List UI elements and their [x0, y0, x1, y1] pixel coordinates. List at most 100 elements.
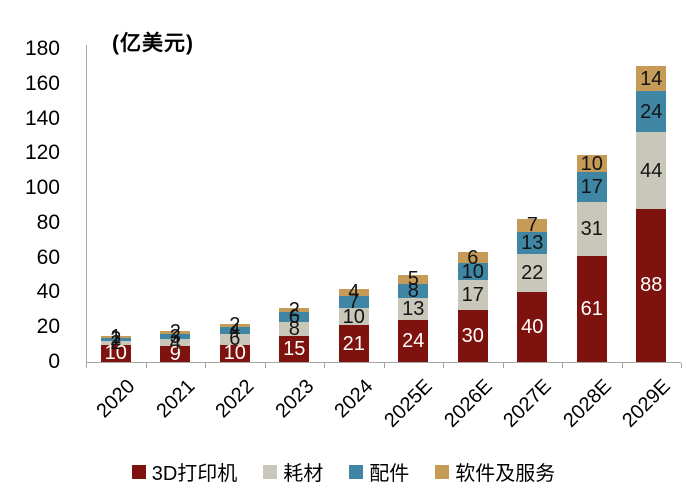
bar-segment-耗材 [517, 254, 548, 293]
bar-segment-耗材 [576, 202, 607, 256]
legend-label: 配件 [369, 463, 410, 485]
chart-unit-label: (亿美元) [112, 32, 194, 55]
bar-value-label: 14 [640, 67, 663, 90]
bar-segment-配件 [279, 311, 310, 322]
bar-segment-软件及服务 [100, 335, 131, 338]
bar-segment-软件及服务 [517, 219, 548, 232]
bar-value-label: 17 [580, 176, 603, 199]
bar-value-label: 17 [461, 284, 484, 307]
bar-segment-3D打印机 [576, 255, 607, 362]
bar-value-label: 15 [283, 337, 306, 360]
bar-segment-软件及服务 [398, 275, 429, 284]
bar-value-label: 30 [461, 324, 484, 347]
bar-segment-配件 [338, 295, 369, 309]
bar-value-label: 1 [110, 325, 122, 348]
bar-segment-软件及服务 [457, 252, 488, 263]
bar-segment-3D打印机 [398, 320, 429, 362]
y-tick-label: 80 [36, 210, 60, 234]
bar-segment-软件及服务 [219, 323, 250, 328]
y-tick-label: 120 [24, 141, 60, 165]
bar-value-label: 7 [526, 214, 538, 237]
x-tick-mark [443, 363, 444, 368]
bar-value-label: 40 [521, 316, 544, 339]
bar-value-label: 21 [342, 332, 365, 355]
bar-value-label: 61 [580, 297, 603, 320]
bar-value-label: 9 [169, 343, 181, 366]
bar-segment-耗材 [160, 339, 191, 347]
x-tick-mark [324, 363, 325, 368]
bar-value-label: 2 [110, 328, 122, 351]
x-axis-label: 2023 [271, 375, 319, 423]
x-tick-mark [205, 363, 206, 368]
bar-value-label: 8 [407, 279, 419, 302]
y-tick-label: 60 [36, 245, 60, 269]
bar-segment-配件 [576, 172, 607, 202]
x-tick-mark [383, 363, 385, 368]
bar-segment-耗材 [398, 297, 429, 321]
bar-value-label: 44 [640, 159, 663, 182]
bar-value-label: 2 [229, 314, 241, 337]
y-tick-label: 40 [36, 280, 60, 304]
bar-value-label: 2 [169, 321, 181, 344]
bar-segment-3D打印机 [457, 309, 488, 362]
bar-segment-3D打印机 [636, 208, 667, 362]
bar-segment-配件 [398, 283, 429, 298]
bar-value-label: 22 [521, 262, 544, 285]
x-tick-mark [562, 363, 563, 368]
x-axis-label: 2025E [380, 375, 438, 432]
bar-value-label: 10 [580, 152, 603, 175]
bar-segment-配件 [100, 337, 131, 342]
bar-segment-软件及服务 [636, 66, 667, 91]
bar-value-label: 7 [348, 291, 360, 313]
bar-value-label: 5 [407, 268, 419, 291]
legend-item-软件及服务: 软件及服务 [435, 457, 555, 486]
bar-value-label: 24 [402, 330, 425, 353]
x-axis-label: 2028E [559, 375, 616, 432]
x-axis-label: 2029E [618, 375, 676, 432]
bar-segment-3D打印机 [279, 335, 310, 362]
x-tick-mark [502, 363, 504, 368]
x-tick-mark [621, 363, 623, 368]
bar-segment-软件及服务 [576, 155, 607, 173]
bar-segment-配件 [636, 90, 667, 133]
y-tick-label: 20 [36, 315, 60, 339]
bar-segment-配件 [457, 262, 488, 281]
x-tick-mark [681, 363, 682, 368]
y-tick-label: 0 [48, 350, 60, 373]
y-tick-label: 160 [24, 71, 60, 95]
bar-segment-3D打印机 [100, 344, 131, 362]
x-axis-label: 2027E [499, 375, 557, 432]
y-tick-label: 180 [24, 37, 60, 60]
x-axis-label: 2024 [330, 375, 378, 423]
bar-value-label: 6 [288, 305, 300, 328]
bar-value-label: 10 [342, 305, 365, 328]
bar-value-label: 4 [229, 319, 241, 342]
legend-swatch [131, 464, 146, 479]
x-axis-line [86, 362, 681, 363]
bar-segment-耗材 [279, 322, 310, 336]
bar-segment-耗材 [100, 341, 131, 345]
legend-item-耗材: 耗材 [263, 457, 323, 486]
bar-segment-耗材 [636, 132, 667, 209]
legend-item-3D打印机: 3D打印机 [131, 457, 237, 486]
bar-value-label: 88 [640, 274, 663, 297]
bar-segment-3D打印机 [160, 346, 191, 362]
bar-value-label: 13 [521, 231, 544, 254]
y-tick-label: 100 [24, 176, 60, 200]
legend-item-配件: 配件 [349, 457, 409, 486]
legend: 3D打印机 耗材 配件 软件及服务 [0, 457, 687, 486]
x-tick-mark [145, 363, 147, 368]
bar-value-label: 24 [640, 100, 663, 123]
x-axis-label: 2026E [440, 375, 497, 432]
bar-value-label: 3 [169, 325, 181, 348]
bar-segment-耗材 [457, 280, 488, 310]
bar-value-label: 6 [229, 328, 241, 351]
bar-value-label: 13 [402, 297, 425, 320]
y-axis-line [86, 45, 87, 362]
bar-segment-3D打印机 [219, 344, 250, 362]
bar-value-label: 2 [110, 331, 122, 354]
x-axis-label: 2020 [92, 375, 140, 423]
legend-label: 软件及服务 [455, 463, 556, 485]
legend-swatch [435, 464, 450, 479]
